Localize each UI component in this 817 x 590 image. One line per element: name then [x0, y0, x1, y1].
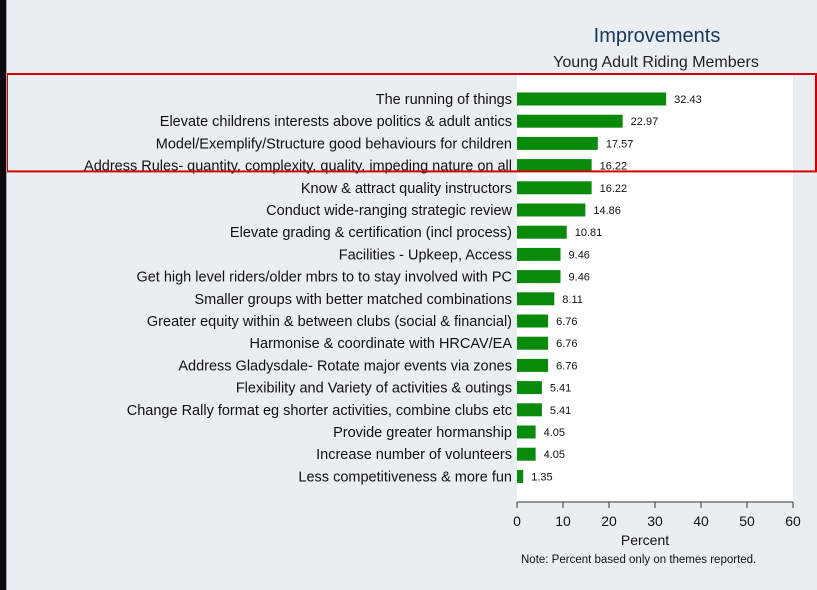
bar	[517, 292, 555, 306]
bar	[517, 403, 542, 417]
category-label: Greater equity within & between clubs (s…	[147, 314, 512, 330]
category-labels: The running of things Elevate childrens i…	[84, 92, 512, 485]
category-label: Facilities - Upkeep, Access	[339, 247, 512, 263]
value-label: 6.76	[556, 316, 577, 328]
bars-group	[517, 92, 667, 483]
chart-frame: Improvements Young Adult Riding Members …	[6, 0, 817, 590]
x-tick-label: 0	[513, 513, 521, 529]
bar	[517, 336, 549, 350]
x-axis-ticks: 0 10 20 30 40 50 60	[513, 502, 801, 529]
bar	[517, 270, 561, 284]
category-label: Get high level riders/older mbrs to to s…	[136, 270, 512, 286]
x-axis-title: Percent	[621, 532, 669, 548]
x-tick-label: 60	[785, 513, 801, 529]
category-label: The running of things	[376, 92, 512, 108]
bar	[517, 469, 524, 483]
value-label: 10.81	[575, 227, 603, 239]
bar	[517, 114, 623, 128]
category-label: Model/Exemplify/Structure good behaviour…	[156, 136, 512, 152]
value-label: 6.76	[556, 360, 577, 372]
value-label: 6.76	[556, 338, 577, 350]
category-label: Flexibility and Variety of activities & …	[236, 381, 512, 397]
category-label: Elevate childrens interests above politi…	[160, 114, 512, 130]
bar	[517, 225, 567, 239]
category-label: Harmonise & coordinate with HRCAV/EA	[250, 336, 513, 352]
value-label: 4.05	[544, 449, 565, 461]
bar-chart: Improvements Young Adult Riding Members …	[7, 25, 817, 566]
category-label: Increase number of volunteers	[316, 447, 512, 463]
chart-subtitle: Young Adult Riding Members	[553, 54, 759, 71]
value-label: 16.22	[600, 161, 628, 173]
value-label: 16.22	[600, 183, 628, 195]
value-labels: 32.43 22.97 17.57 16.22 16.22 14.86 10.81 9.46 9…	[531, 94, 701, 483]
category-label: Conduct wide-ranging strategic review	[266, 203, 512, 219]
x-tick-label: 50	[739, 513, 755, 529]
value-label: 9.46	[569, 249, 590, 261]
category-label: Change Rally format eg shorter activitie…	[127, 403, 512, 419]
value-label: 8.11	[562, 294, 583, 306]
x-tick-label: 20	[601, 513, 617, 529]
category-label: Less competitiveness & more fun	[298, 469, 512, 485]
category-label: Provide greater hormanship	[333, 425, 512, 441]
bar	[517, 92, 667, 106]
value-label: 5.41	[550, 405, 571, 417]
chart-title: Improvements	[594, 25, 721, 47]
bar	[517, 358, 549, 372]
value-label: 14.86	[593, 205, 621, 217]
value-label: 4.05	[544, 427, 565, 439]
bar	[517, 159, 592, 173]
category-label: Smaller groups with better matched combi…	[194, 292, 512, 308]
bar	[517, 247, 561, 261]
value-label: 22.97	[631, 116, 659, 128]
bar	[517, 425, 536, 439]
x-tick-label: 10	[555, 513, 571, 529]
chart-note: Note: Percent based only on themes repor…	[521, 554, 756, 566]
value-label: 5.41	[550, 383, 571, 395]
bar	[517, 381, 542, 395]
category-label: Address Gladysdale- Rotate major events …	[178, 358, 512, 374]
x-tick-label: 30	[647, 513, 663, 529]
value-label: 1.35	[531, 471, 552, 483]
bar	[517, 447, 536, 461]
bar	[517, 181, 592, 195]
value-label: 9.46	[569, 272, 590, 284]
bar	[517, 314, 549, 328]
highlight-box	[7, 73, 817, 173]
x-tick-label: 40	[693, 513, 709, 529]
value-label: 17.57	[606, 138, 634, 150]
category-label: Elevate grading & certification (incl pr…	[230, 225, 512, 241]
category-label: Know & attract quality instructors	[301, 181, 512, 197]
bar	[517, 203, 586, 217]
value-label: 32.43	[674, 94, 702, 106]
bar	[517, 136, 598, 150]
